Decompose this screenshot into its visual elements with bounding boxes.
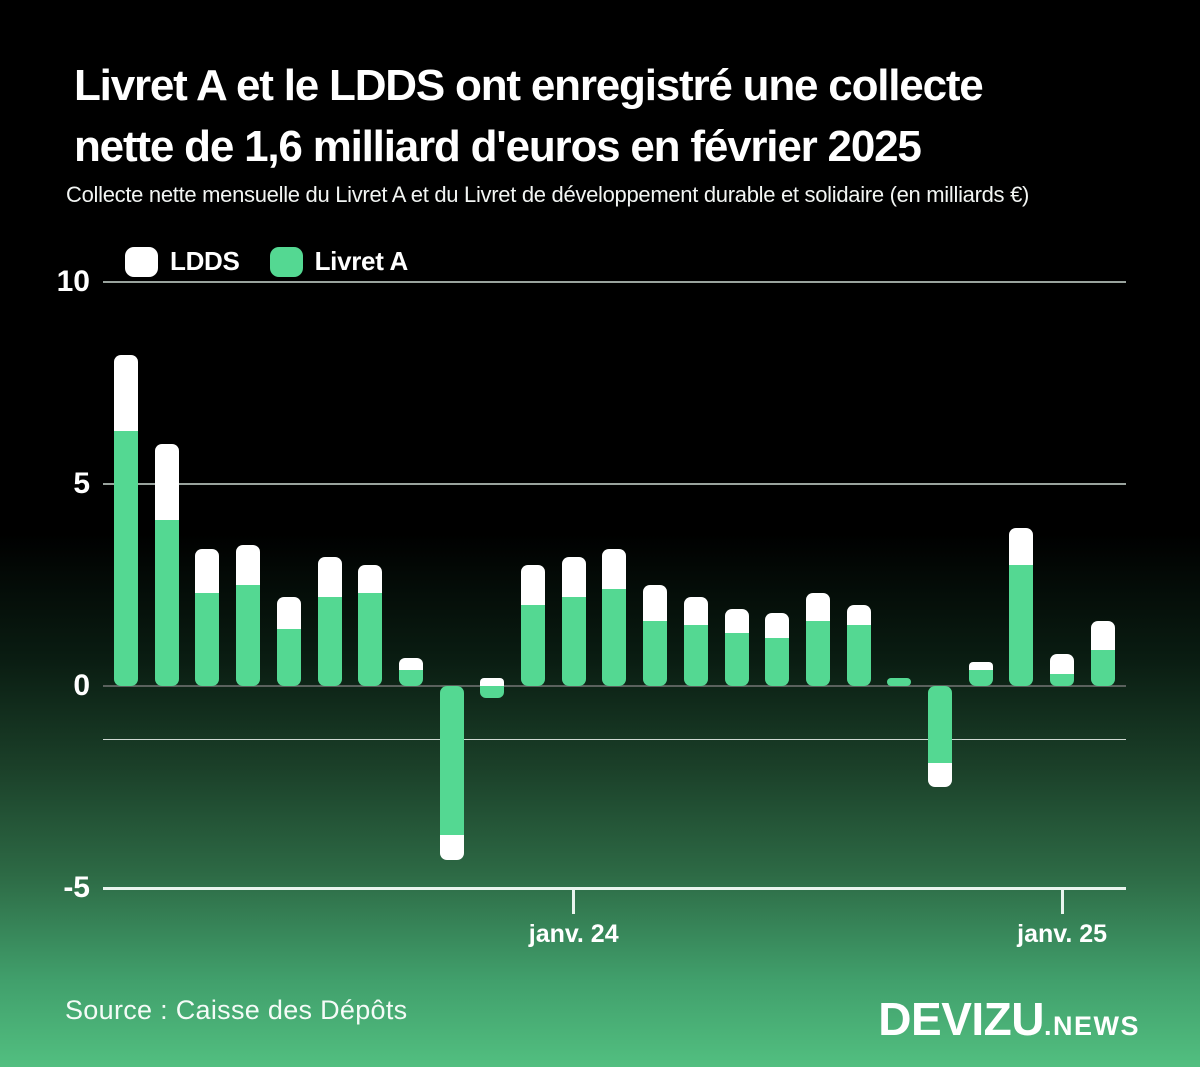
bar-segment-ldds-déc. 23 [521,564,545,606]
bar-segment-ldds-avr. 23 [195,548,220,594]
x-axis-tick-janv. 24 [572,888,576,914]
bar-segment-ldds-oct. 23 [439,835,464,860]
x-axis-label-janv. 24: janv. 24 [528,920,619,948]
bar-segment-ldds-sept. 23 [398,657,423,670]
bar-segment-livret-a-sept. 24 [887,677,912,686]
gridline-y-0 [103,685,1126,687]
bar-segment-ldds-mars 24 [643,585,668,622]
legend-label-livret-a: Livret A [314,246,409,276]
bar-segment-livret-a-janv. 24 [561,597,586,686]
bar-segment-livret-a-déc. 24 [1009,564,1034,686]
bar-segment-livret-a-févr. 24 [602,589,627,686]
bar-segment-ldds-nov. 24 [968,661,993,670]
bar-segment-livret-a-juil. 23 [317,597,342,686]
y-axis-label-10: 10 [56,265,90,298]
y-axis-label--5: -5 [63,871,90,904]
bar-segment-ldds-juil. 23 [317,556,342,598]
bar-segment-ldds-mars 23 [154,443,179,521]
bar-segment-ldds-févr. 24 [602,548,627,590]
gridline-extra [103,738,1126,740]
legend-item-livret-a: Livret A [269,246,409,277]
bar-segment-livret-a-févr. 25 [1090,649,1115,686]
bar-segment-ldds-oct. 24 [928,762,952,787]
bar-segment-ldds-janv. 25 [1050,653,1075,674]
bar-segment-livret-a-juin 23 [276,629,301,686]
bar-segment-ldds-août 24 [846,605,871,626]
bar-segment-livret-a-nov. 23 [480,686,505,699]
source-credit: Source : Caisse des Dépôts [65,995,408,1025]
page-title: Livret A et le LDDS ont enregistré une c… [74,55,984,177]
bar-segment-ldds-avr. 24 [683,597,708,626]
y-axis-label-0: 0 [73,669,90,702]
legend-swatch-livret-a [269,246,303,277]
bar-segment-ldds-août 23 [358,564,383,594]
plot-area [100,281,1128,890]
gridline-y--5 [103,887,1126,890]
bar-segment-ldds-nov. 23 [480,677,505,686]
bar-segment-livret-a-mai 24 [724,633,749,686]
bar-segment-livret-a-sept. 23 [398,669,423,686]
bar-segment-ldds-juin 23 [276,597,301,630]
legend-label-ldds: LDDS [170,246,240,276]
x-axis-label-janv. 25: janv. 25 [1017,920,1108,948]
bar-segment-ldds-mai 24 [724,609,749,634]
bar-segment-livret-a-déc. 23 [521,605,545,686]
bar-segment-livret-a-févr. 23 [114,431,138,686]
brand-logo: DEVIZU .NEWS [878,992,1140,1046]
bar-segment-livret-a-juil. 24 [805,621,830,686]
legend-swatch-ldds [125,246,158,277]
bar-segment-ldds-janv. 24 [561,556,586,598]
gridline-y-10 [103,281,1126,283]
bar-segment-livret-a-janv. 25 [1050,673,1075,686]
bar-segment-livret-a-oct. 24 [928,686,952,763]
legend-item-ldds: LDDS [125,246,240,277]
bar-segment-livret-a-nov. 24 [968,669,993,686]
bar-segment-livret-a-mai 23 [236,585,261,686]
bar-segment-livret-a-oct. 23 [439,686,464,836]
y-axis-label-5: 5 [73,467,90,500]
brand-name: DEVIZU [878,993,1044,1045]
bar-segment-ldds-févr. 23 [114,354,138,432]
page-title-line1: Livret A et le LDDS ont enregistré une c… [74,61,984,110]
chart-legend: LDDS Livret A [125,246,408,277]
bar-segment-livret-a-mars 24 [643,621,668,686]
chart-subtitle: Collecte nette mensuelle du Livret A et … [66,182,1030,207]
x-axis-tick-janv. 25 [1060,888,1064,914]
bar-segment-livret-a-août 23 [358,593,383,686]
bar-segment-livret-a-juin 24 [765,637,790,686]
page-title-line2: nette de 1,6 milliard d'euros en février… [74,122,922,171]
bar-segment-ldds-déc. 24 [1009,528,1034,565]
bar-segment-ldds-févr. 25 [1090,621,1115,650]
brand-suffix: .NEWS [1043,1011,1140,1041]
gridline-y-5 [103,483,1126,485]
bar-segment-ldds-juil. 24 [805,593,830,622]
bar-segment-livret-a-mars 23 [154,520,179,686]
bar-segment-ldds-mai 23 [236,544,261,585]
bar-segment-livret-a-août 24 [846,625,871,686]
bar-segment-livret-a-avr. 23 [195,593,220,686]
bar-segment-livret-a-avr. 24 [683,625,708,686]
bar-segment-ldds-juin 24 [765,613,790,638]
